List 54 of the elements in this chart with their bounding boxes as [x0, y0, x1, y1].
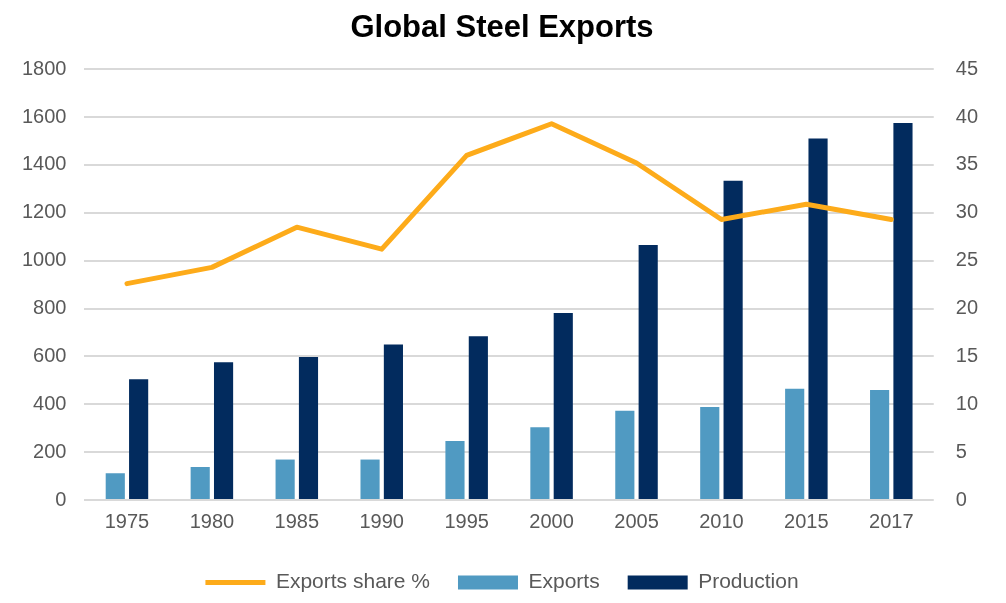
x-tick-label: 1990: [359, 509, 404, 532]
y-tick-label: 1200: [21, 200, 67, 223]
y2-tick-label: 35: [955, 152, 978, 175]
x-tick-label: 2010: [699, 509, 744, 532]
y2-tick-label: 30: [955, 200, 978, 223]
y-tick-label: 1000: [21, 248, 67, 271]
bar: [445, 441, 465, 499]
bar: [190, 466, 210, 499]
y-tick-label: 600: [33, 343, 67, 366]
bar: [129, 379, 149, 499]
y2-tick-label: 10: [955, 391, 978, 414]
bar: [213, 362, 234, 499]
y2-tick-label: 45: [955, 56, 978, 79]
bar: [553, 313, 573, 499]
bar: [870, 389, 890, 499]
y-tick-label: 400: [33, 391, 67, 414]
bar: [530, 427, 550, 499]
chart-title: Global Steel Exports: [350, 9, 654, 45]
bar: [700, 406, 720, 499]
bar: [893, 123, 913, 499]
bar: [638, 245, 658, 499]
bar: [723, 180, 743, 499]
bar: [360, 459, 380, 499]
bar: [298, 357, 319, 499]
y2-tick-label: 5: [955, 439, 967, 462]
legend-label: Exports: [528, 569, 600, 593]
bar: [383, 344, 403, 499]
bar: [275, 459, 295, 499]
x-tick-label: 1975: [104, 509, 150, 532]
x-tick-label: 2015: [784, 509, 829, 532]
y2-tick-label: 20: [955, 296, 978, 319]
legend-label: Production: [698, 569, 799, 593]
y2-tick-label: 15: [955, 343, 978, 366]
y2-tick-label: 25: [955, 248, 978, 271]
x-tick-label: 1985: [274, 509, 320, 532]
x-tick-label: 1980: [189, 509, 235, 532]
y-tick-label: 200: [33, 439, 67, 462]
bar: [468, 336, 488, 499]
y-tick-label: 1400: [21, 152, 67, 175]
x-tick-label: 2005: [614, 509, 659, 532]
y-tick-label: 1600: [21, 104, 67, 127]
y-tick-label: 1800: [21, 56, 67, 79]
y-tick-label: 0: [55, 487, 67, 510]
bar: [785, 388, 805, 499]
x-tick-label: 2000: [529, 509, 574, 532]
y2-tick-label: 0: [955, 487, 967, 510]
bar: [105, 473, 125, 499]
y2-tick-label: 40: [955, 104, 978, 127]
y-tick-label: 800: [33, 296, 67, 319]
bar: [615, 410, 635, 499]
x-tick-label: 1995: [444, 509, 489, 532]
x-tick-label: 2017: [869, 509, 914, 532]
legend-label: Exports share %: [275, 569, 430, 593]
bar: [808, 138, 828, 499]
